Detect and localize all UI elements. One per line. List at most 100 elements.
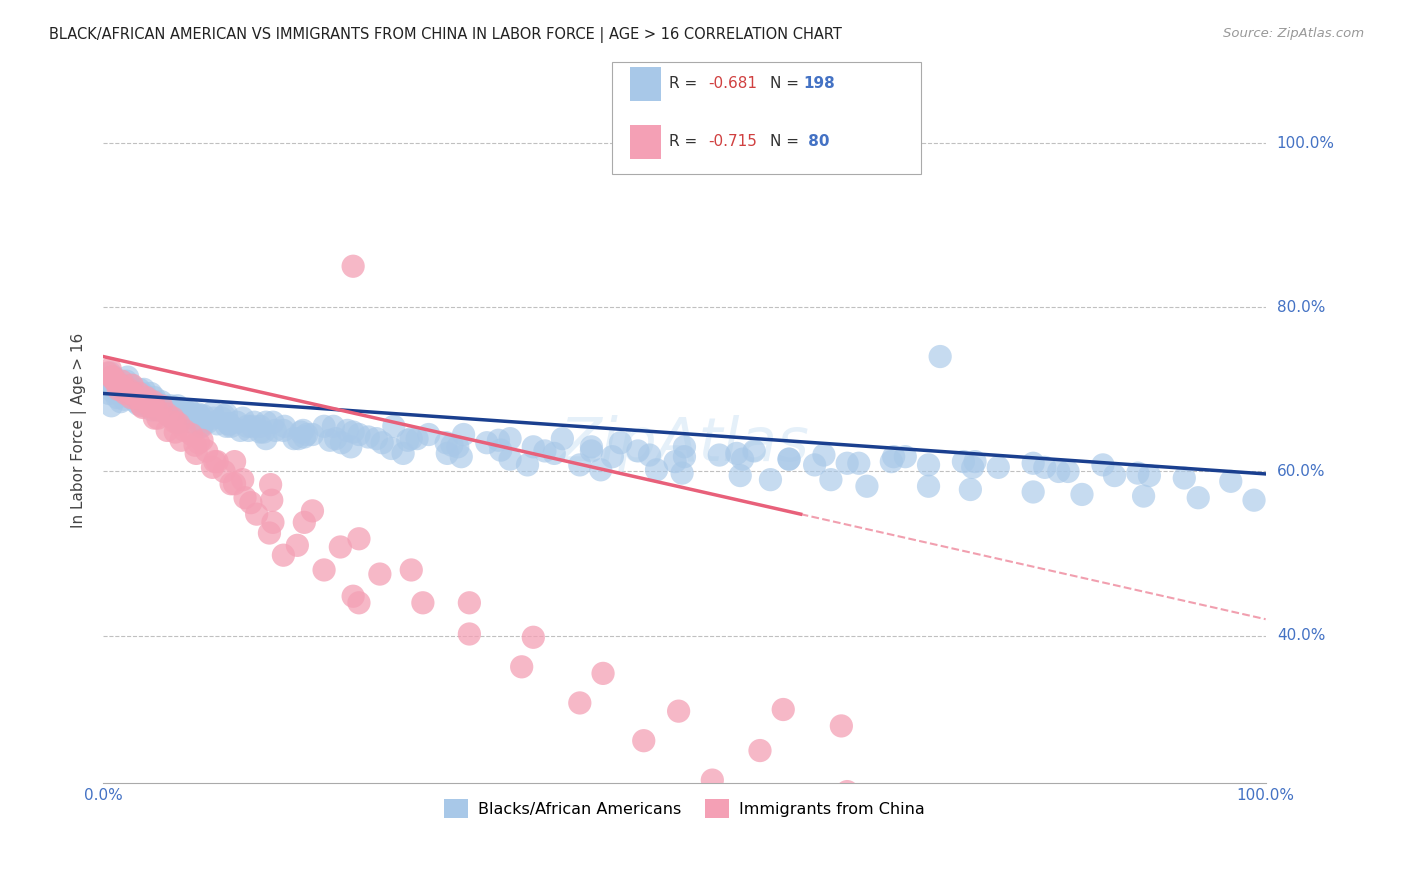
Point: [132, 386, 155, 401]
Point: [1104, 468, 1126, 483]
Point: [146, 411, 169, 425]
Point: [193, 409, 215, 423]
Point: [962, 460, 984, 475]
Point: [1033, 460, 1056, 475]
Legend: Blacks/African Americans, Immigrants from China: Blacks/African Americans, Immigrants fro…: [439, 793, 931, 825]
Point: [115, 384, 138, 398]
Point: [929, 350, 952, 364]
Point: [516, 458, 538, 472]
Point: [121, 383, 143, 397]
Text: ZipAtlas: ZipAtlas: [560, 415, 810, 474]
Point: [152, 399, 174, 413]
Point: [120, 378, 142, 392]
Point: [475, 435, 498, 450]
Point: [392, 446, 415, 460]
Point: [249, 419, 271, 434]
Point: [165, 425, 187, 439]
Point: [100, 370, 122, 384]
Point: [233, 491, 256, 505]
Y-axis label: In Labor Force | Age > 16: In Labor Force | Age > 16: [72, 333, 87, 528]
Point: [325, 432, 347, 446]
Point: [183, 407, 205, 421]
Point: [201, 460, 224, 475]
Point: [142, 394, 165, 409]
Point: [205, 454, 228, 468]
Point: [283, 432, 305, 446]
Point: [145, 399, 167, 413]
Point: [180, 415, 202, 429]
Point: [589, 463, 612, 477]
Point: [295, 427, 318, 442]
Point: [98, 386, 121, 401]
Point: [219, 476, 242, 491]
Point: [1139, 468, 1161, 483]
Point: [240, 419, 263, 434]
Point: [489, 443, 512, 458]
Point: [128, 386, 150, 401]
Point: [193, 415, 215, 429]
Point: [117, 370, 139, 384]
Point: [668, 704, 690, 718]
Point: [262, 415, 284, 429]
Point: [173, 407, 195, 421]
Point: [121, 391, 143, 405]
Point: [292, 516, 315, 530]
Point: [118, 386, 141, 401]
Point: [488, 434, 510, 448]
Point: [176, 411, 198, 425]
Point: [201, 405, 224, 419]
Point: [260, 493, 283, 508]
Point: [143, 391, 166, 405]
Point: [301, 504, 323, 518]
Point: [963, 454, 986, 468]
Point: [212, 409, 235, 423]
Point: [97, 366, 120, 380]
Point: [148, 403, 170, 417]
Point: [450, 450, 472, 464]
Point: [118, 391, 141, 405]
Point: [166, 399, 188, 413]
Point: [249, 425, 271, 439]
Point: [856, 479, 879, 493]
Point: [401, 563, 423, 577]
Point: [186, 446, 208, 460]
Point: [143, 401, 166, 415]
Point: [225, 415, 247, 429]
Point: [1057, 465, 1080, 479]
Point: [127, 386, 149, 401]
Point: [121, 378, 143, 392]
Point: [139, 397, 162, 411]
Point: [436, 446, 458, 460]
Point: [224, 476, 246, 491]
Point: [215, 407, 238, 421]
Point: [165, 415, 187, 429]
Point: [97, 378, 120, 392]
Point: [187, 435, 209, 450]
Point: [499, 432, 522, 446]
Point: [273, 424, 295, 438]
Point: [191, 434, 214, 448]
Point: [138, 399, 160, 413]
Point: [104, 374, 127, 388]
Point: [165, 407, 187, 421]
Point: [143, 411, 166, 425]
Point: [673, 440, 696, 454]
Text: N =: N =: [770, 77, 804, 91]
Point: [742, 444, 765, 458]
Point: [952, 454, 974, 468]
Point: [371, 435, 394, 450]
Point: [731, 452, 754, 467]
Point: [190, 419, 212, 434]
Point: [342, 259, 364, 273]
Point: [434, 435, 457, 450]
Point: [778, 452, 800, 467]
Text: Source: ZipAtlas.com: Source: ZipAtlas.com: [1223, 27, 1364, 40]
Point: [273, 419, 295, 434]
Point: [330, 435, 353, 450]
Point: [173, 424, 195, 438]
Point: [1071, 487, 1094, 501]
Text: -0.681: -0.681: [709, 77, 758, 91]
Point: [205, 417, 228, 431]
Point: [157, 407, 180, 421]
Point: [204, 454, 226, 468]
